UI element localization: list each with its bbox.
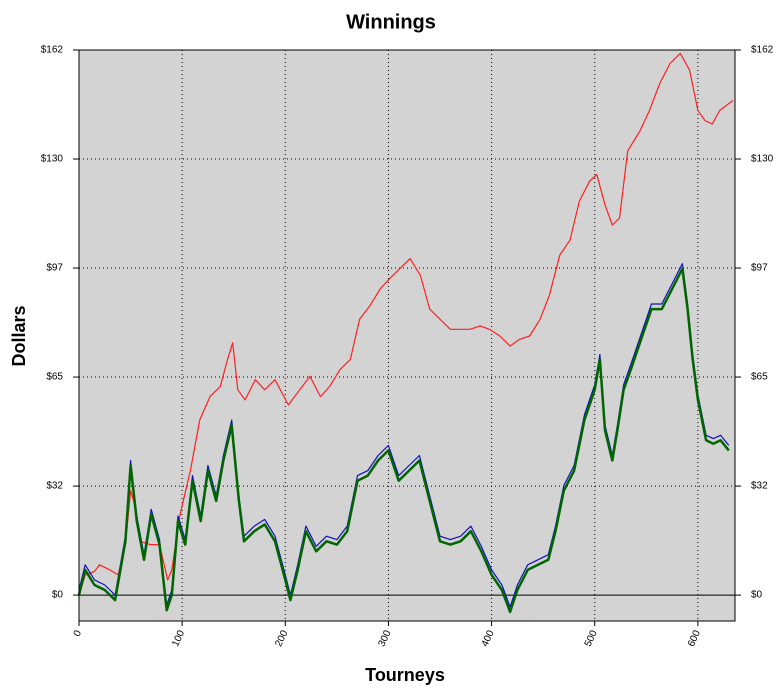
- x-axis-label: Tourneys: [365, 665, 445, 685]
- x-tick-label: 100: [170, 628, 187, 648]
- plot-frame: [78, 49, 736, 622]
- y-tick-label-right: $0: [751, 590, 763, 601]
- y-tick-label: $0: [52, 590, 64, 601]
- x-tick-label: 600: [686, 628, 703, 648]
- series-line: [77, 267, 730, 614]
- y-axis-label: Dollars: [9, 305, 29, 366]
- y-tick-label-right: $130: [751, 154, 774, 165]
- y-tick-label-right: $65: [751, 372, 768, 383]
- x-tick-label: 0: [72, 628, 85, 638]
- y-tick-label: $130: [41, 154, 64, 165]
- y-tick-label: $65: [46, 372, 63, 383]
- y-tick-label-right: $32: [751, 481, 768, 492]
- y-tick-label: $162: [41, 45, 64, 56]
- x-tick-label: 500: [583, 628, 600, 648]
- chart-title: Winnings: [346, 11, 436, 33]
- x-tick-label: 400: [480, 628, 497, 648]
- y-tick-label: $32: [46, 481, 63, 492]
- series-line: [78, 52, 734, 596]
- y-tick-label-right: $97: [751, 263, 768, 274]
- x-tick-label: 200: [273, 628, 290, 648]
- y-tick-label-right: $162: [751, 45, 774, 56]
- y-tick-label: $97: [46, 263, 63, 274]
- x-tick-label: 300: [377, 628, 394, 648]
